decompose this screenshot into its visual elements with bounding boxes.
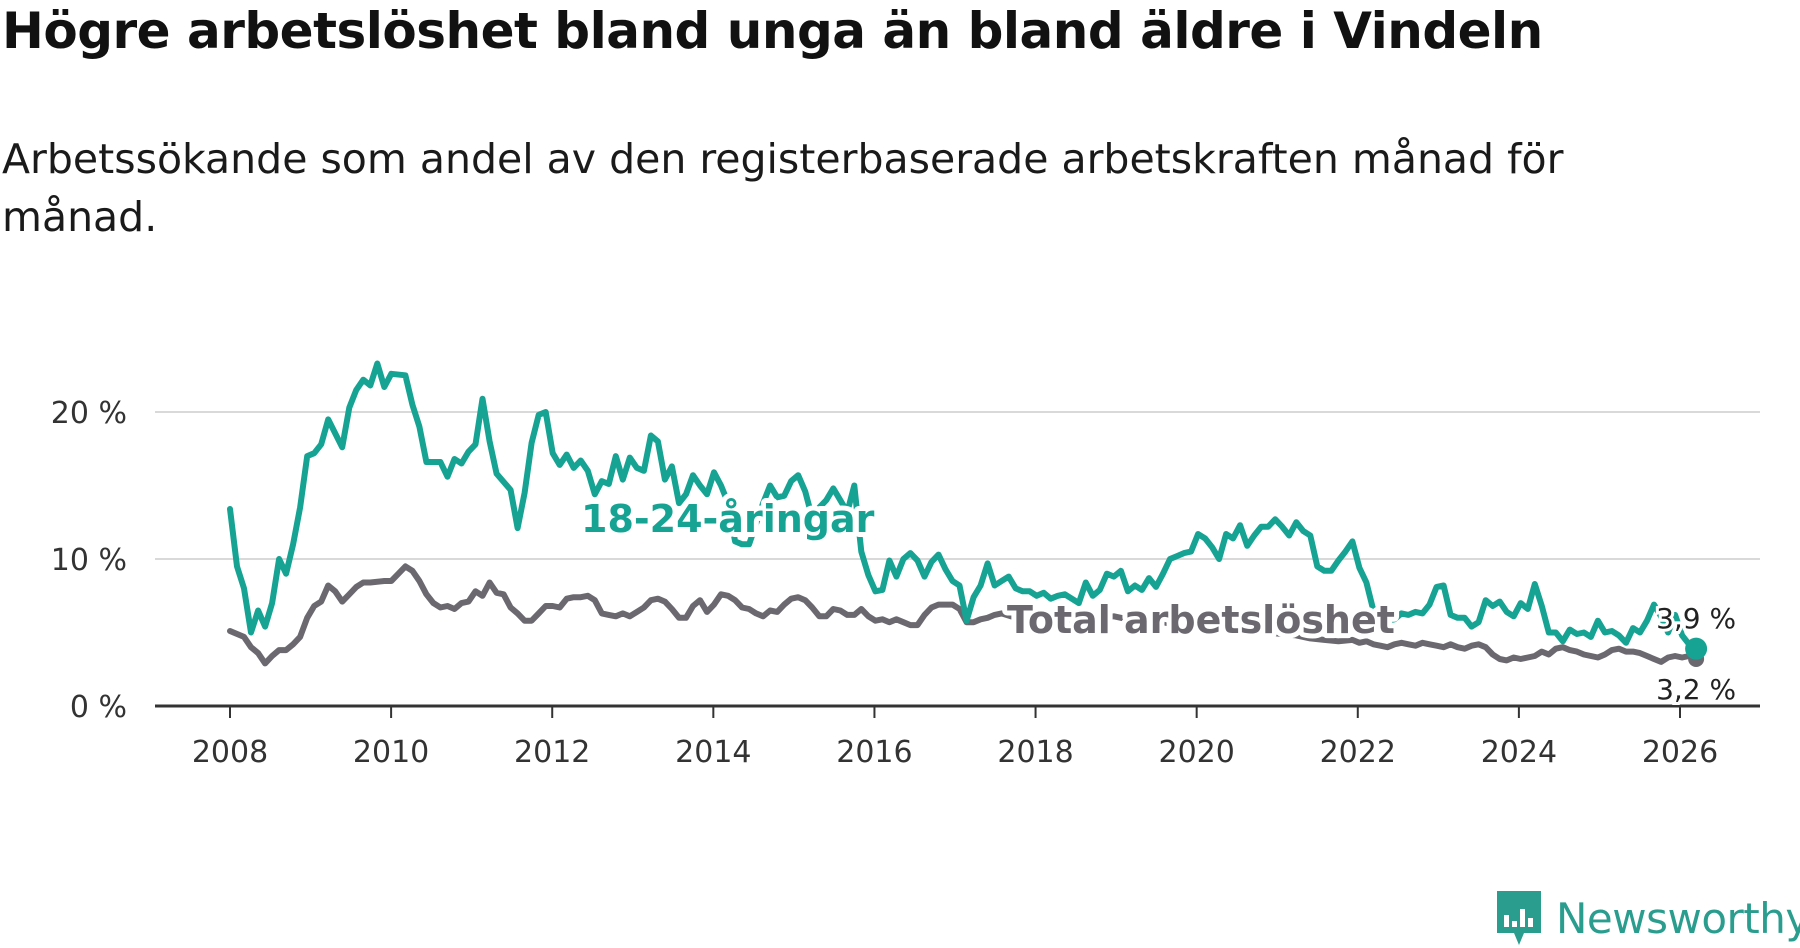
total-end-label: 3,2 % [1656, 673, 1736, 706]
youth-end-marker [1685, 637, 1708, 660]
youth-series-label: 18-24-åringar [581, 497, 875, 541]
x-tick-label: 2016 [836, 735, 912, 770]
bar-chart-logo-icon [1497, 891, 1541, 945]
chart-subtitle: Arbetssökande som andel av den registerb… [2, 135, 1564, 241]
x-tick-label: 2026 [1642, 735, 1718, 770]
y-axis-ticks: 0 % 10 % 20 % [51, 396, 127, 725]
youth-end-label: 3,9 % [1656, 602, 1736, 635]
total-series-label: Total arbetslöshet [1007, 598, 1395, 642]
x-axis-ticks: 2008 2010 2012 2014 2016 2018 2020 2022 2024 2026 [192, 706, 1718, 770]
youth-unemployment-line [227, 360, 1700, 652]
series-lines [227, 360, 1708, 667]
total-unemployment-line [227, 563, 1700, 667]
x-tick-label: 2024 [1481, 735, 1557, 770]
y-tick-label: 10 % [51, 543, 127, 578]
gridlines [155, 411, 1760, 560]
x-tick-label: 2020 [1158, 735, 1234, 770]
y-tick-label: 20 % [51, 396, 127, 431]
chart-title: Högre arbetslöshet bland unga än bland ä… [2, 2, 1543, 60]
x-tick-label: 2012 [514, 735, 590, 770]
brand-name: Newsworthy [1556, 893, 1800, 943]
y-tick-label: 0 % [70, 690, 127, 725]
x-tick-label: 2018 [997, 735, 1073, 770]
x-tick-label: 2014 [675, 735, 751, 770]
x-tick-label: 2008 [192, 735, 268, 770]
x-tick-label: 2022 [1320, 735, 1396, 770]
x-tick-label: 2010 [353, 735, 429, 770]
newsworthy-logo: Newsworthy [1494, 888, 1800, 948]
series-labels: 18-24-åringar Total arbetslöshet 3,9 % 3,2 … [576, 492, 1739, 709]
